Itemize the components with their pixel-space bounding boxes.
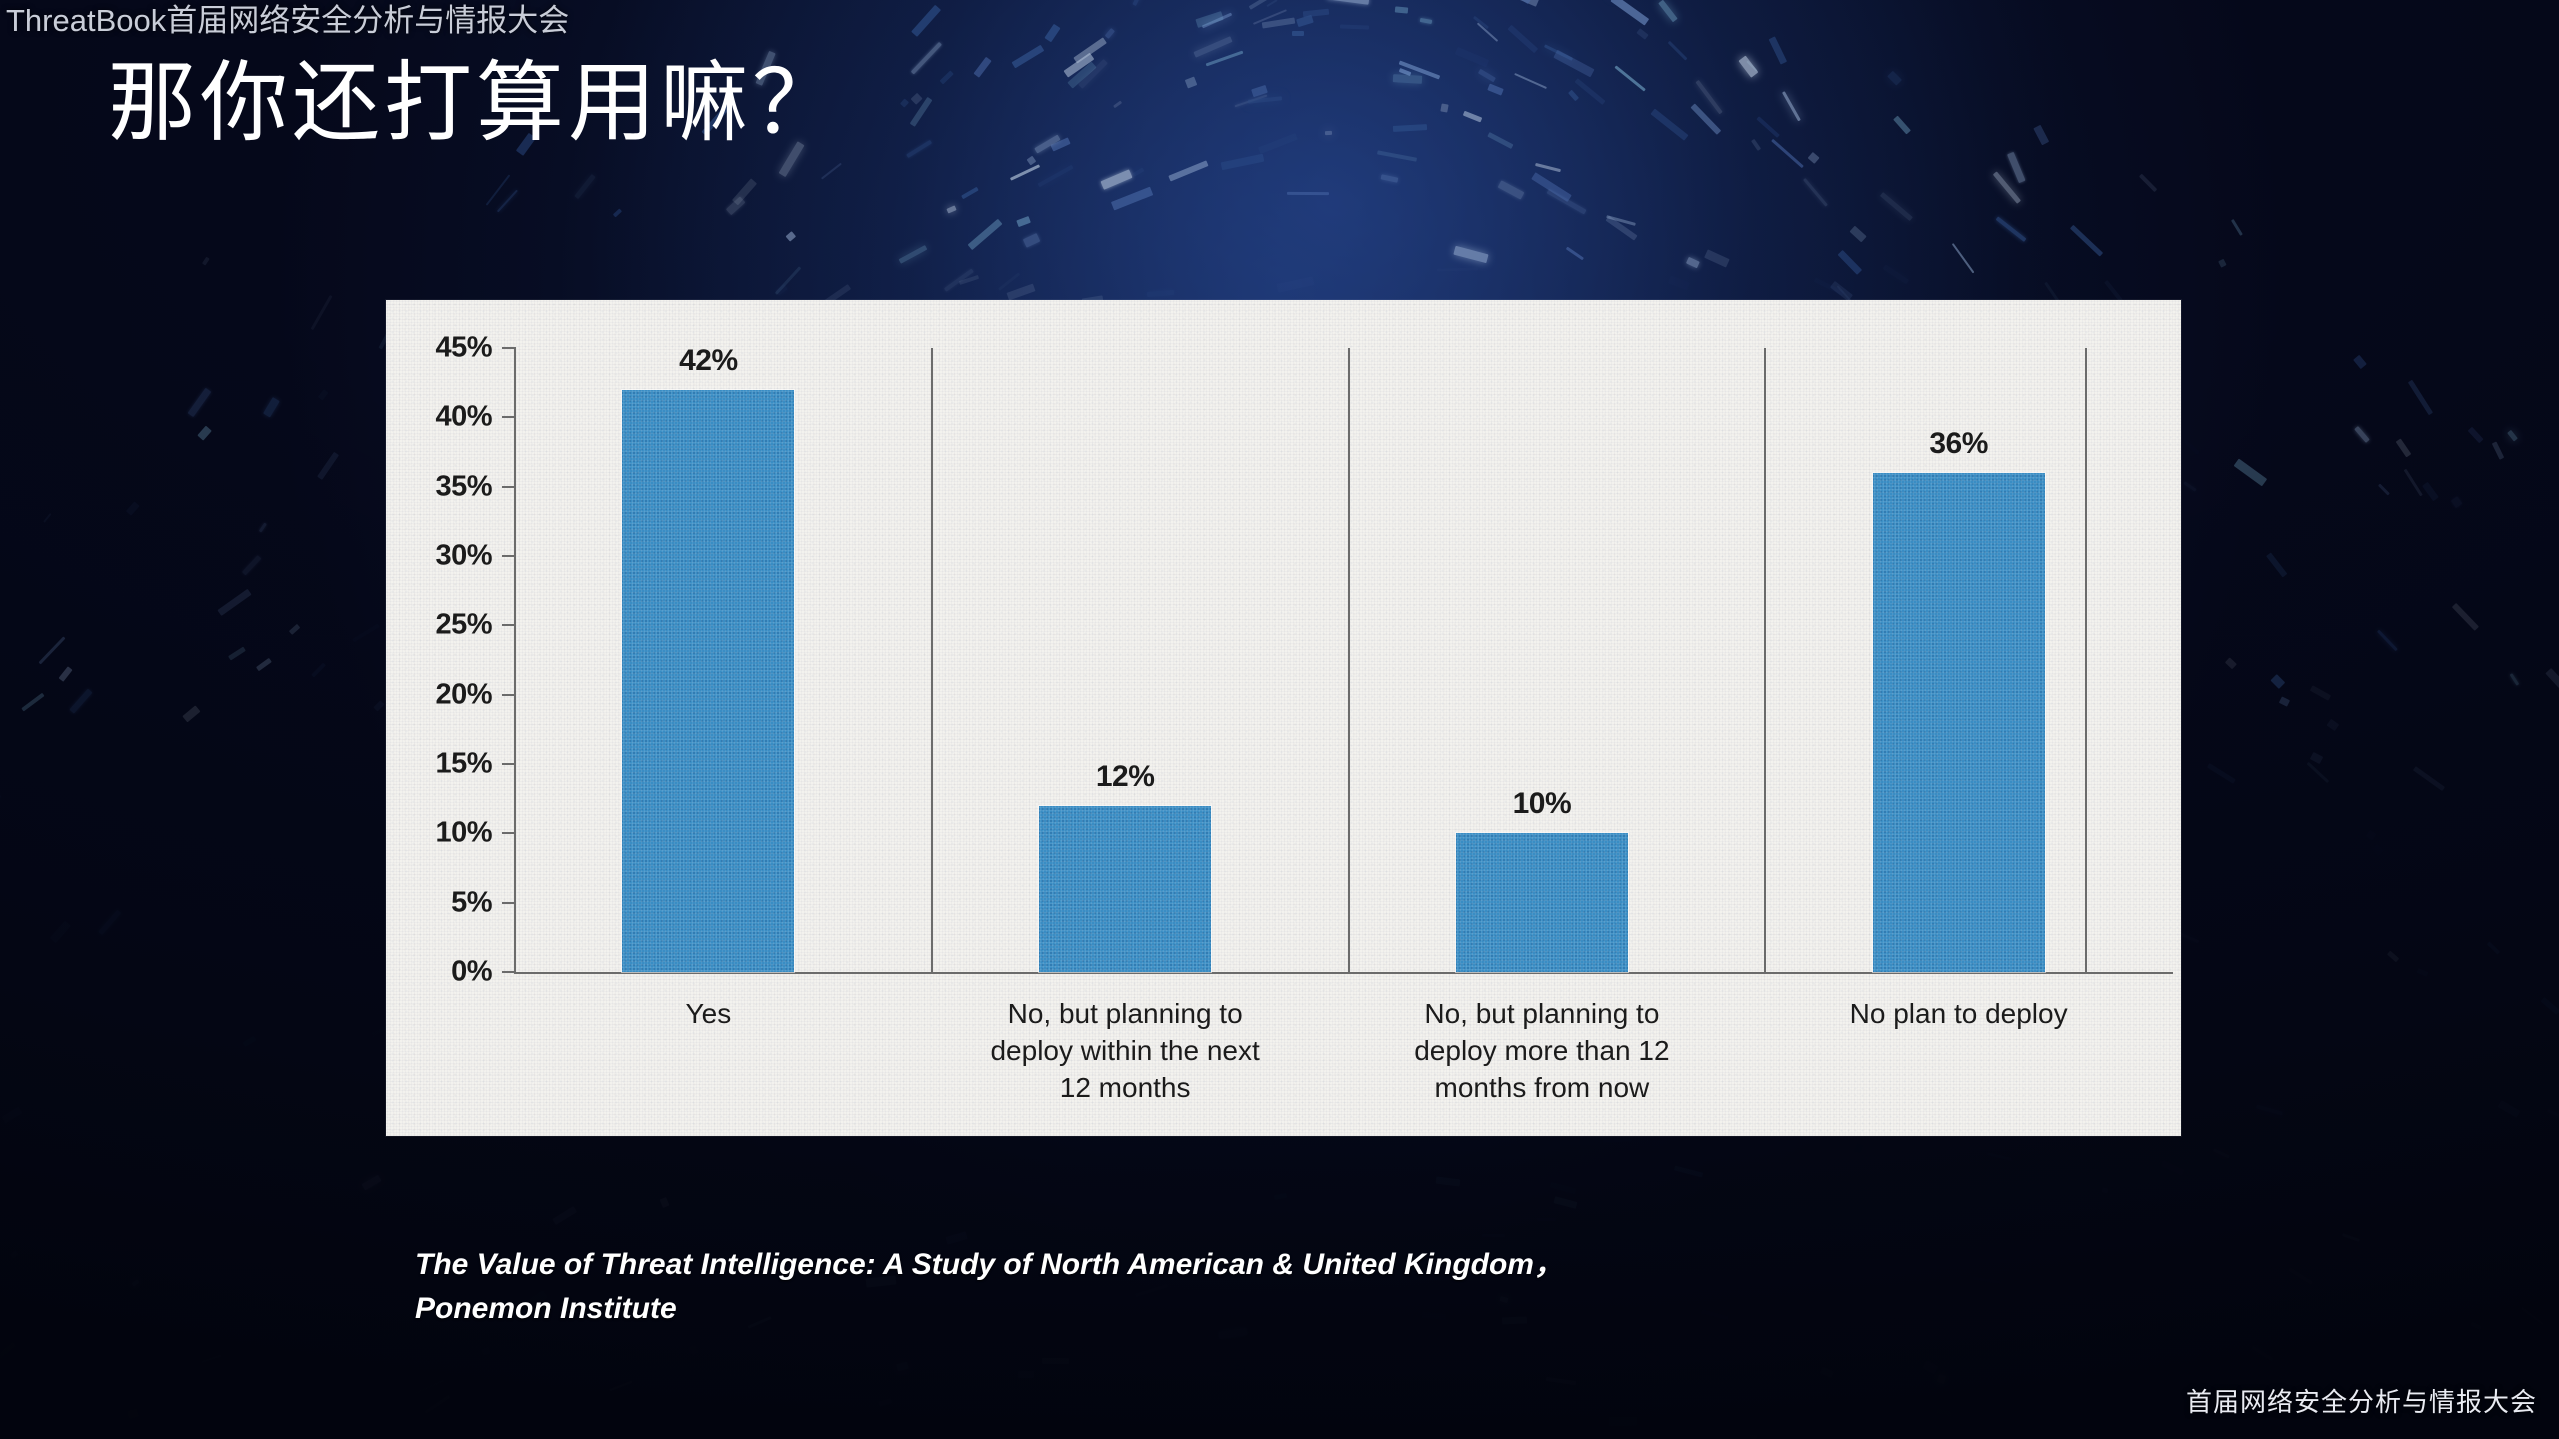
- x-axis-category-label: No, but planning to deploy more than 12 mo…: [1339, 996, 1746, 1107]
- y-axis-tick-label: 10%: [435, 816, 492, 849]
- y-axis-tick-label: 0%: [451, 955, 492, 988]
- y-axis-tick-mark: [502, 485, 516, 488]
- conference-title: ThreatBook首届网络安全分析与情报大会: [6, 3, 570, 38]
- bar-4[interactable]: [1872, 472, 2045, 972]
- category-label-line: No plan to deploy: [1849, 998, 2068, 1029]
- caption-line-1: The Value of Threat Intelligence: A Stud…: [415, 1248, 1564, 1281]
- bar-3[interactable]: [1455, 833, 1628, 972]
- y-axis-tick-label: 25%: [435, 608, 492, 641]
- category-label-line: No, but planning to: [1424, 998, 1660, 1029]
- category-separator-line: [1347, 348, 1350, 972]
- bar-value-label: 42%: [679, 343, 738, 377]
- y-axis-tick-mark: [502, 832, 516, 835]
- category-separator-line: [930, 348, 933, 972]
- caption-line-2: Ponemon Institute: [415, 1291, 677, 1325]
- bar-1[interactable]: [622, 389, 795, 972]
- y-axis-tick-mark: [502, 901, 516, 904]
- y-axis-tick-mark: [502, 763, 516, 765]
- y-axis-tick-label: 5%: [451, 886, 492, 919]
- bar-value-label: 10%: [1512, 787, 1572, 821]
- y-axis-line: [514, 348, 516, 972]
- category-separator-line: [1764, 348, 1767, 972]
- x-axis-category-label: Yes: [505, 996, 912, 1033]
- x-axis-category-label: No, but planning to deploy within the nex…: [922, 996, 1329, 1107]
- x-axis-category-label: No plan to deploy: [1755, 996, 2162, 1033]
- y-axis-tick-label: 40%: [435, 400, 492, 433]
- category-label-line: deploy within the next: [990, 1034, 1260, 1066]
- y-axis-tick-label: 45%: [435, 331, 492, 364]
- bar-value-label: 12%: [1095, 759, 1155, 793]
- y-axis-tick-label: 15%: [435, 747, 492, 780]
- page-title: 那你还打算用嘛？: [108, 53, 845, 152]
- y-axis-tick-mark: [502, 416, 516, 419]
- y-axis-tick-mark: [502, 555, 516, 557]
- footer-text: 首届网络安全分析与情报大会: [2185, 1387, 2537, 1417]
- y-axis-tick-mark: [502, 347, 516, 349]
- plot-right-edge-line: [2085, 348, 2087, 972]
- header-bar: ThreatBook首届网络安全分析与情报大会: [0, 0, 2559, 42]
- bar-chart: 0% 5% 10% 15% 20% 25% 30% 35% 40% 45% 42% Yes 12% No,…: [386, 300, 2181, 1136]
- x-axis-baseline: [514, 972, 2173, 974]
- chart-source-caption: The Value of Threat Intelligence: A Stud…: [415, 1243, 1975, 1330]
- y-axis-tick-mark: [502, 693, 516, 696]
- y-axis-tick-label: 30%: [435, 539, 492, 572]
- category-label-line: 12 months: [1059, 1071, 1191, 1103]
- category-label-line: Yes: [685, 998, 732, 1029]
- y-axis-tick-mark: [502, 971, 516, 973]
- category-label-line: months from now: [1434, 1071, 1650, 1103]
- bar-2[interactable]: [1039, 805, 1212, 972]
- bar-value-label: 36%: [1929, 426, 1988, 460]
- category-label-line: No, but planning to: [1007, 998, 1243, 1029]
- y-axis-tick-mark: [502, 624, 516, 627]
- chart-panel: 0% 5% 10% 15% 20% 25% 30% 35% 40% 45% 42% Yes 12% No,…: [386, 300, 2181, 1136]
- y-axis-tick-label: 35%: [435, 470, 492, 503]
- category-label-line: deploy more than 12: [1414, 1034, 1670, 1066]
- y-axis-tick-label: 20%: [435, 678, 492, 711]
